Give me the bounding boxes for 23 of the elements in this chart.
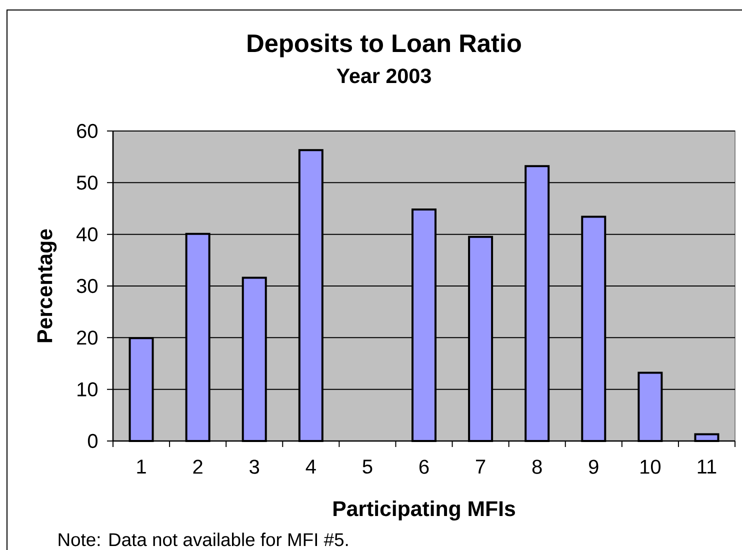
chart-subtitle: Year 2003 — [336, 68, 431, 84]
y-tick-label: 50 — [76, 176, 98, 190]
x-tick-label: 8 — [532, 460, 542, 474]
y-tick-label: 20 — [77, 330, 98, 345]
chart-title: Deposits to Loan Ratio — [248, 34, 521, 58]
y-tick-label: 0 — [88, 434, 98, 448]
x-tick-label: 5 — [362, 460, 372, 474]
x-tick-label: 1 — [137, 460, 146, 474]
x-axis-title: Participating MFIs — [334, 500, 515, 521]
x-tick-label: 9 — [589, 460, 598, 474]
x-tick-label: 7 — [476, 460, 486, 474]
y-axis-title: Percentage — [37, 229, 57, 342]
x-tick-label: 11 — [698, 460, 716, 474]
x-tick-label: 3 — [250, 460, 260, 474]
text: Note: Data not available for MFI #5. — [58, 532, 348, 546]
y-tick-label: 30 — [76, 278, 98, 294]
y-tick-label: 10 — [78, 382, 98, 396]
y-tick-label: 60 — [77, 124, 98, 138]
x-tick-label: 10 — [640, 460, 661, 474]
y-tick-label: 40 — [76, 227, 98, 242]
x-tick-label: 6 — [419, 460, 429, 474]
x-tick-label: 2 — [193, 460, 202, 474]
x-tick-label: 4 — [306, 460, 316, 474]
